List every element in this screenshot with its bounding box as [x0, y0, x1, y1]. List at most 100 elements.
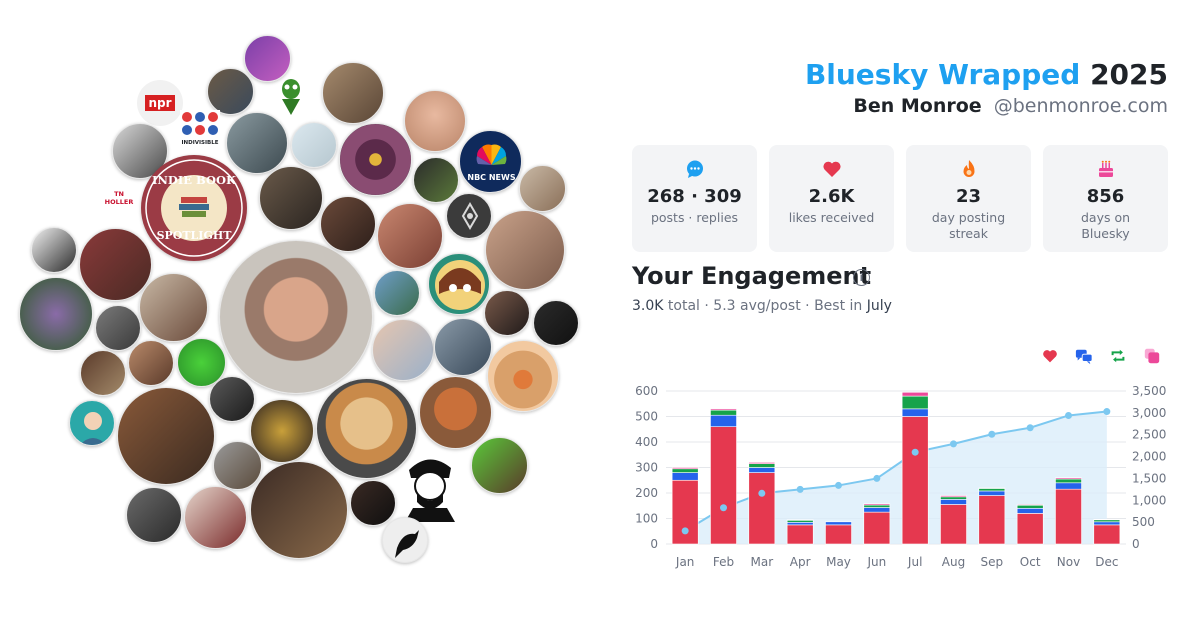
bar-segment — [786, 522, 814, 526]
engagement-total: 3.0K — [632, 298, 664, 314]
avatar[interactable] — [177, 338, 226, 387]
avatar[interactable] — [404, 90, 466, 152]
lenin-portrait-icon[interactable] — [399, 450, 461, 522]
bar-segment — [940, 504, 967, 545]
x-tick-label: Dec — [1095, 555, 1118, 569]
reply-icon[interactable] — [1074, 346, 1094, 366]
bar-segment — [1055, 482, 1082, 490]
avatar[interactable] — [184, 486, 247, 549]
avatar[interactable] — [339, 123, 412, 196]
heart-icon[interactable] — [1040, 346, 1060, 366]
avatar[interactable] — [533, 300, 579, 346]
stat-label: days on Bluesky — [1080, 210, 1131, 241]
repost-icon[interactable] — [1108, 346, 1128, 366]
stat-value: 856 — [1086, 186, 1125, 207]
brand-text: Bluesky Wrapped — [804, 58, 1081, 91]
avatar[interactable] — [126, 487, 182, 543]
avatar[interactable] — [79, 228, 152, 301]
bar-segment — [671, 467, 699, 470]
year-text: 2025 — [1090, 58, 1168, 91]
avatar[interactable] — [117, 387, 215, 485]
engagement-avg: 5.3 avg/post — [713, 298, 801, 314]
cumulative-area — [685, 411, 1107, 544]
bar-segment — [940, 496, 967, 500]
avatar[interactable] — [372, 319, 434, 381]
y-tick-right: 2,000 — [1132, 450, 1166, 464]
avatar[interactable] — [413, 157, 459, 203]
indivisible-text: INDIVISIBLE — [181, 140, 219, 146]
stat-value: 23 — [955, 186, 982, 207]
avatar[interactable] — [139, 273, 208, 342]
avatar[interactable] — [128, 340, 174, 386]
avatar[interactable] — [485, 210, 565, 290]
avatar[interactable] — [250, 461, 348, 559]
avatar[interactable] — [320, 196, 376, 252]
creature-icon[interactable] — [272, 75, 310, 119]
user-name: Ben Monroe — [853, 95, 982, 117]
avatar[interactable] — [374, 270, 420, 316]
avatar[interactable] — [428, 253, 490, 315]
bar-segment — [786, 519, 814, 521]
y-tick-left: 600 — [635, 384, 658, 398]
bar-segment — [901, 395, 929, 410]
avatar[interactable] — [209, 376, 255, 422]
cake-icon — [1096, 159, 1116, 179]
avatar[interactable] — [291, 122, 337, 168]
avatar[interactable] — [80, 350, 126, 396]
bar-segment — [1055, 488, 1082, 545]
avatar[interactable] — [484, 290, 530, 336]
avatar[interactable] — [471, 437, 528, 494]
avatar[interactable] — [207, 68, 254, 115]
avatar[interactable] — [434, 318, 492, 376]
bar-segment — [901, 408, 929, 417]
bar-segment — [748, 463, 776, 468]
avatar[interactable] — [112, 123, 168, 179]
avatar[interactable] — [377, 203, 443, 269]
indie-book-spotlight-avatar[interactable]: INDIE BOOK SPOTLIGHT — [141, 155, 247, 261]
user-handle[interactable]: @benmonroe.com — [993, 95, 1168, 117]
quote-icon[interactable] — [1142, 346, 1162, 366]
avatar[interactable] — [226, 112, 288, 174]
y-tick-right: 1,000 — [1132, 493, 1166, 507]
cumulative-point — [681, 527, 689, 535]
avatar[interactable] — [95, 305, 141, 351]
avatar[interactable] — [69, 400, 115, 446]
avatar[interactable] — [382, 517, 428, 563]
creature-games-logo[interactable] — [446, 193, 492, 239]
stat-card-likes: 2.6K likes received — [769, 145, 894, 252]
tn-holler-logo[interactable]: TN HOLLER — [100, 190, 138, 210]
avatar[interactable] — [31, 227, 77, 273]
y-tick-left: 100 — [635, 512, 658, 526]
avatar[interactable] — [19, 277, 93, 351]
stat-card-streak: 23 day posting streak — [906, 145, 1031, 252]
nbc-news-logo[interactable]: NBC NEWS — [459, 130, 522, 193]
avatar[interactable] — [350, 480, 396, 526]
tn-holler-text: TN HOLLER — [104, 190, 134, 206]
avatar[interactable] — [322, 62, 384, 124]
avatar[interactable] — [316, 378, 417, 479]
flame-icon — [959, 159, 979, 179]
chart-legend — [1038, 346, 1168, 368]
avatar[interactable] — [250, 399, 314, 463]
avatar[interactable] — [519, 165, 566, 212]
npr-logo[interactable]: npr — [137, 80, 183, 126]
avatar[interactable] — [213, 441, 262, 490]
avatar[interactable] — [259, 166, 323, 230]
indivisible-logo[interactable]: INDIVISIBLE — [180, 110, 220, 150]
stat-value: 2.6K — [808, 186, 855, 207]
avatar[interactable] — [244, 35, 291, 82]
avatar[interactable] — [219, 240, 373, 394]
avatar[interactable] — [487, 340, 559, 412]
stat-card-posts: 268 · 309 posts · replies — [632, 145, 757, 252]
bar-segment — [1093, 521, 1121, 526]
cumulative-point — [1065, 411, 1072, 419]
bar-segment — [825, 521, 852, 526]
avatar[interactable] — [419, 376, 492, 449]
bar-segment — [710, 414, 737, 427]
bar-segment — [863, 504, 891, 508]
cumulative-point — [835, 481, 842, 489]
x-tick-label: Jun — [866, 555, 886, 569]
info-icon[interactable]: i — [853, 269, 870, 286]
x-tick-label: Oct — [1020, 555, 1041, 569]
bar-segment — [748, 462, 776, 464]
